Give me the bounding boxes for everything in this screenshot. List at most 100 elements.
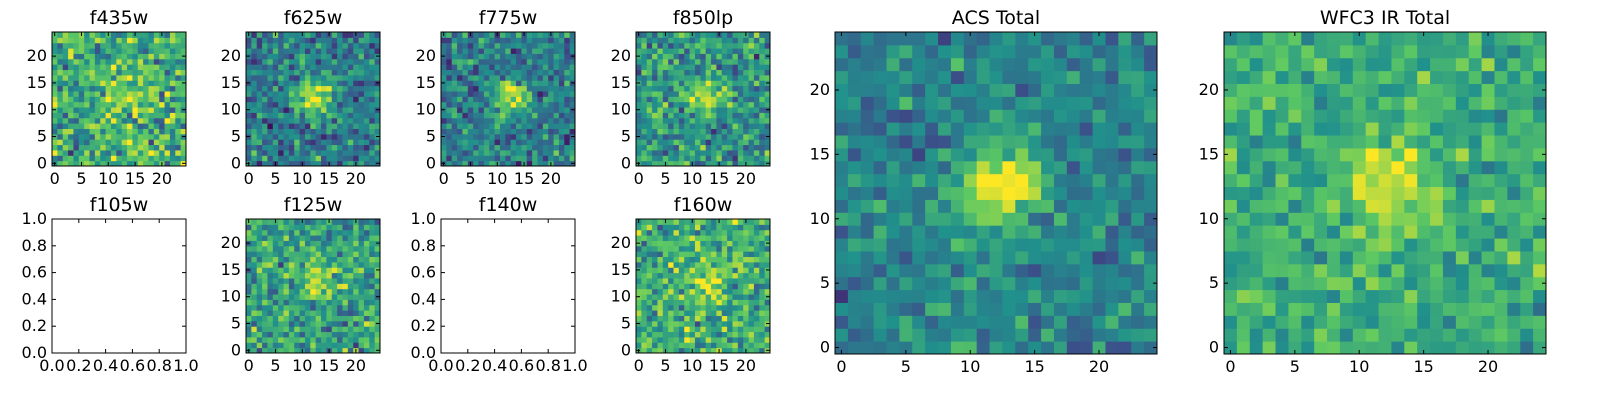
heatmap-cell	[705, 123, 712, 129]
heatmap-cell	[925, 96, 939, 110]
heatmap-cell	[542, 74, 549, 81]
heatmap-cell	[137, 160, 144, 167]
heatmap-cell	[976, 109, 991, 123]
heatmap-cell	[374, 272, 381, 279]
heatmap-cell	[748, 53, 755, 60]
heatmap-cell	[127, 117, 133, 124]
heatmap-cell	[678, 149, 685, 156]
heatmap-cell	[684, 294, 691, 300]
heatmap-cell	[835, 160, 849, 175]
heatmap-cell	[180, 64, 187, 71]
heatmap-cell	[272, 155, 279, 162]
heatmap-cell	[938, 212, 952, 226]
heatmap-cell	[278, 53, 285, 60]
x-tick-label: 10	[292, 169, 312, 188]
heatmap-cell	[363, 240, 370, 247]
heatmap-cell	[272, 261, 279, 268]
heatmap-cell	[537, 53, 544, 60]
heatmap-cell	[1378, 212, 1392, 226]
heatmap-cell	[732, 123, 739, 129]
heatmap-cell	[347, 90, 354, 97]
heatmap-cell	[662, 315, 669, 322]
heatmap-cell	[153, 80, 160, 87]
heatmap-cell	[912, 122, 926, 136]
heatmap-cell	[721, 336, 728, 343]
heatmap-cell	[705, 37, 712, 44]
heatmap-cell	[363, 320, 370, 327]
heatmap-cell	[1236, 341, 1251, 355]
heatmap-cell	[137, 107, 144, 113]
heatmap-cell	[121, 139, 128, 146]
heatmap-cell	[737, 272, 744, 279]
x-tick-label: 1.0	[562, 356, 587, 375]
heatmap-cell	[278, 80, 285, 87]
heatmap-cell	[283, 107, 290, 113]
heatmap-cell	[148, 149, 155, 156]
heatmap-cell	[321, 123, 327, 129]
heatmap-cell	[835, 328, 849, 342]
heatmap-cell	[321, 32, 327, 38]
heatmap-cell	[326, 58, 333, 65]
heatmap-cell	[743, 256, 750, 263]
heatmap-cell	[89, 144, 96, 151]
heatmap-cell	[526, 139, 533, 146]
heatmap-cell	[315, 123, 322, 129]
heatmap-cell	[294, 219, 301, 225]
heatmap-cell	[689, 256, 696, 263]
heatmap-cell	[684, 90, 691, 97]
heatmap-cell	[52, 96, 58, 103]
heatmap-cell	[358, 139, 365, 146]
heatmap-cell	[1053, 250, 1068, 265]
heatmap-cell	[84, 155, 91, 162]
y-tick-label: 15	[221, 73, 241, 92]
heatmap-cell	[94, 37, 101, 44]
heatmap-cell	[673, 69, 680, 76]
heatmap-cell	[662, 245, 669, 252]
heatmap-cell	[132, 96, 139, 103]
heatmap-cell	[283, 155, 290, 162]
heatmap-cell	[342, 267, 349, 274]
heatmap-cell	[886, 199, 900, 213]
heatmap-cell	[1430, 315, 1444, 329]
heatmap-cell	[100, 112, 107, 119]
heatmap-cell	[558, 69, 565, 76]
heatmap-cell	[1015, 315, 1029, 329]
heatmap-cell	[68, 42, 74, 49]
heatmap-cell	[62, 69, 69, 76]
heatmap-cell	[1442, 212, 1457, 226]
heatmap-cell	[748, 342, 755, 349]
heatmap-cell	[1442, 289, 1457, 303]
heatmap-cell	[748, 229, 755, 236]
heatmap-cell	[272, 85, 279, 92]
heatmap-cell	[73, 58, 80, 65]
heatmap-cell	[288, 277, 295, 284]
heatmap-cell	[100, 155, 107, 162]
heatmap-cell	[326, 235, 333, 241]
heatmap-cell	[662, 85, 669, 92]
heatmap-cell	[662, 128, 669, 135]
heatmap-cell	[121, 107, 128, 113]
heatmap-cell	[1144, 135, 1158, 149]
heatmap-cell	[899, 263, 913, 278]
heatmap-cell	[657, 288, 664, 295]
heatmap-cell	[963, 238, 978, 252]
heatmap-cell	[950, 70, 965, 85]
heatmap-cell	[1391, 225, 1405, 239]
heatmap-cell	[1144, 96, 1158, 110]
heatmap-cell	[451, 37, 458, 44]
heatmap-cell	[1118, 122, 1132, 136]
heatmap-cell	[1275, 315, 1289, 329]
heatmap-cell	[678, 267, 685, 274]
heatmap-cell	[759, 304, 766, 311]
heatmap-cell	[912, 225, 926, 239]
heatmap-cell	[835, 238, 849, 252]
heatmap-cell	[288, 64, 295, 71]
heatmap-cell	[753, 42, 760, 49]
heatmap-cell	[1314, 315, 1328, 329]
heatmap-cell	[737, 139, 744, 146]
heatmap-cell	[764, 283, 771, 290]
heatmap-cell	[62, 80, 69, 87]
heatmap-cell	[716, 224, 723, 231]
heatmap-cell	[288, 331, 295, 338]
